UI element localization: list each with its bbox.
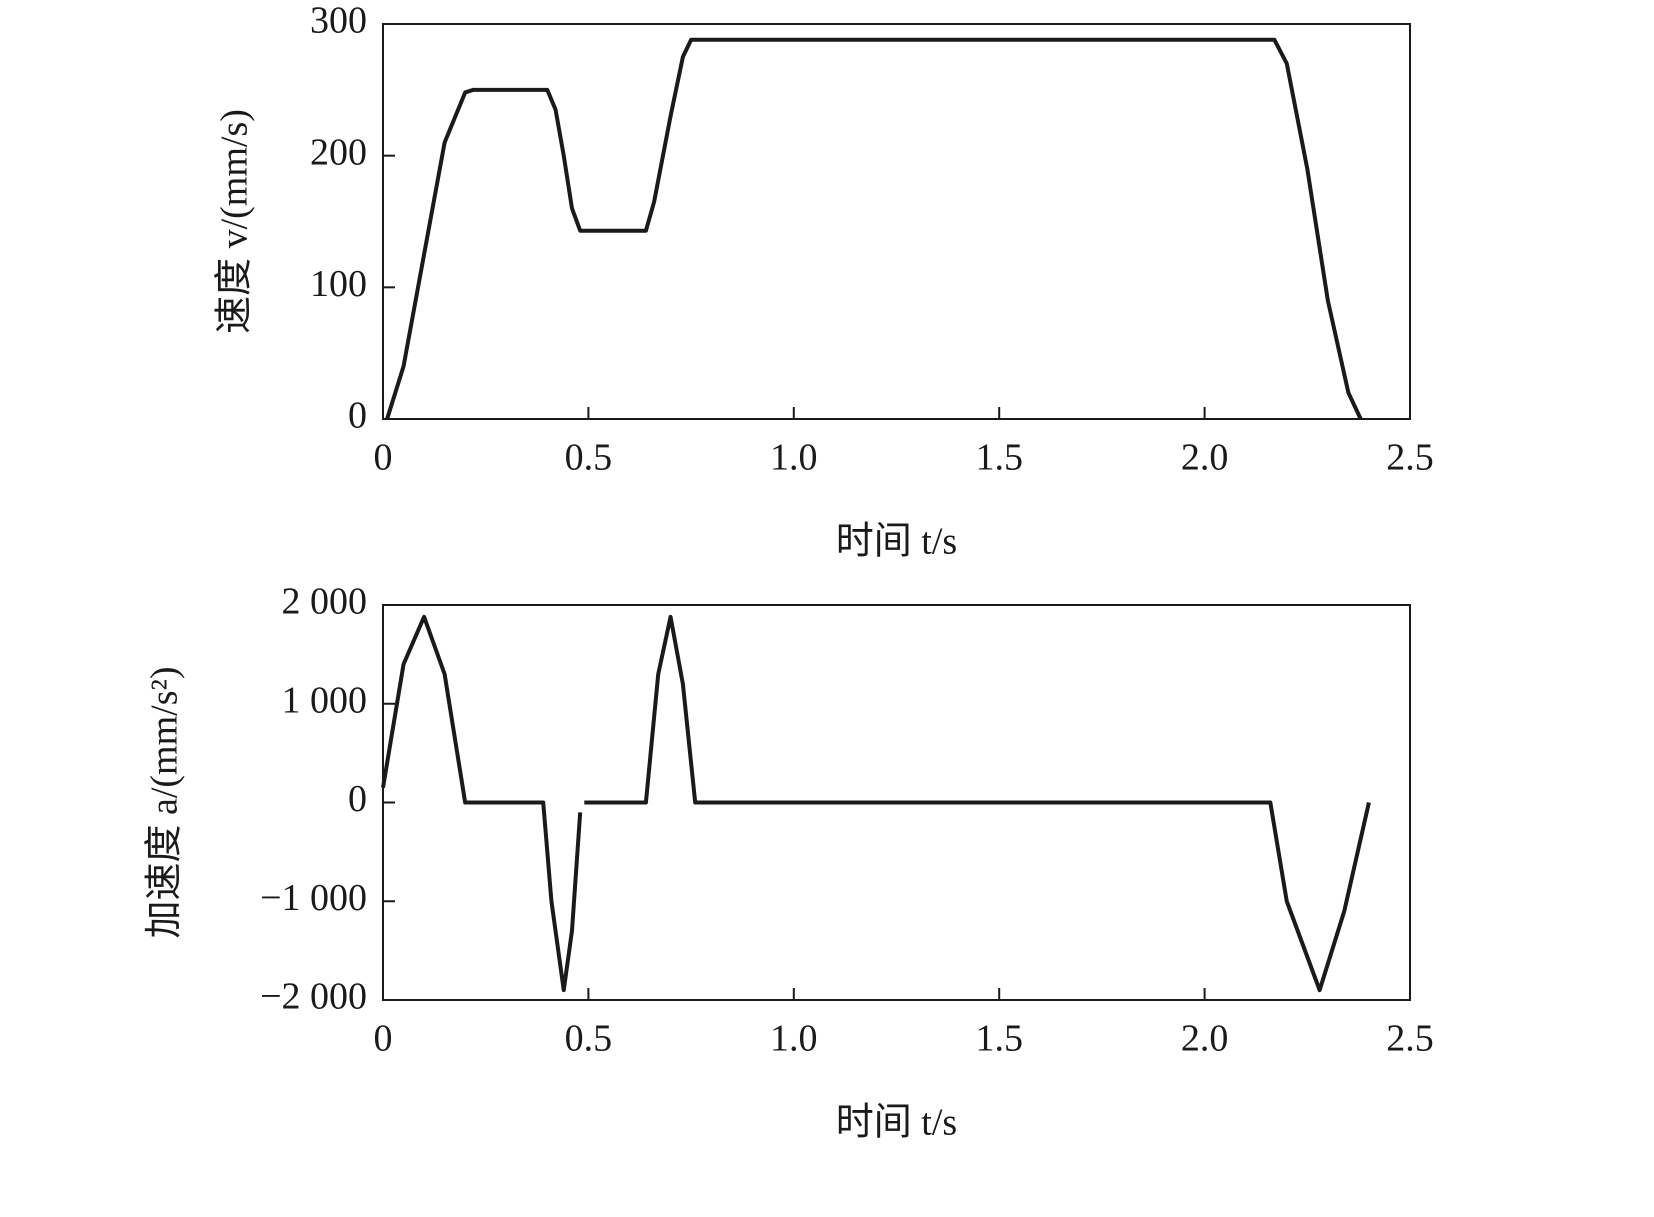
- x-tick-label: 2.0: [1181, 437, 1229, 479]
- y-tick-label: 200: [310, 131, 367, 173]
- y-tick-label: 100: [310, 263, 367, 305]
- x-tick-label: 2.5: [1386, 437, 1434, 479]
- y-tick-label: 1 000: [282, 679, 368, 721]
- x-tick-label: 1.0: [770, 437, 818, 479]
- y-tick-label: 0: [348, 395, 367, 437]
- x-tick-label: 1.5: [975, 1018, 1023, 1060]
- y-axis-label: 加速度 a/(mm/s²): [144, 666, 186, 938]
- x-tick-label: 0.5: [565, 437, 613, 479]
- data-line: [385, 37, 1363, 420]
- x-tick-label: 1.5: [975, 437, 1023, 479]
- x-tick-label: 0.5: [565, 1018, 613, 1060]
- x-tick-label: 0: [374, 1018, 393, 1060]
- y-tick-label: −1 000: [260, 877, 367, 919]
- y-axis-label: 速度 v/(mm/s): [214, 109, 256, 334]
- x-axis-label: 时间 t/s: [836, 1102, 957, 1144]
- x-tick-label: 2.5: [1386, 1018, 1434, 1060]
- y-tick-label: 2 000: [282, 581, 368, 623]
- x-tick-label: 0: [374, 437, 393, 479]
- plot-frame: [382, 23, 1411, 420]
- y-tick-label: 0: [348, 778, 367, 820]
- y-tick-label: 300: [310, 0, 367, 42]
- x-axis-label: 时间 t/s: [836, 521, 957, 563]
- x-tick-label: 2.0: [1181, 1018, 1229, 1060]
- data-line: [381, 614, 1371, 993]
- x-tick-label: 1.0: [770, 1018, 818, 1060]
- y-tick-label: −2 000: [260, 976, 367, 1018]
